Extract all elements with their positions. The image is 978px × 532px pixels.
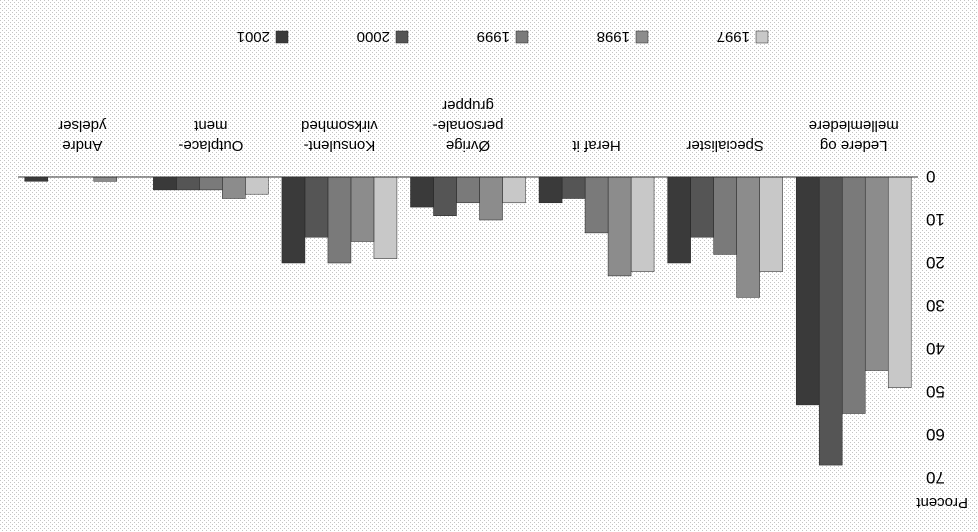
bar [584, 176, 609, 234]
bar [176, 176, 200, 191]
x-category-label: Konsulent- [304, 137, 376, 154]
legend: 1997 1998 1999 2000 2001 [237, 28, 769, 45]
bar [350, 176, 375, 242]
x-category-label: Ledere og [820, 137, 888, 154]
y-tick-label: 20 [926, 253, 945, 272]
legend-label: 1998 [597, 28, 630, 45]
bar [410, 176, 434, 208]
bar [561, 176, 586, 199]
x-category-label: Specialister [686, 137, 764, 154]
y-tick-label: 70 [926, 468, 945, 487]
bar [864, 176, 889, 371]
y-tick-label: 60 [926, 425, 945, 444]
x-category-label: grupper [442, 97, 494, 114]
bar [222, 176, 246, 199]
x-category-label: Øvrige [446, 137, 490, 154]
y-tick-label: 50 [926, 382, 945, 401]
bar [24, 176, 49, 182]
bar [713, 176, 737, 255]
bar [818, 176, 843, 466]
bar [607, 176, 632, 277]
bar [502, 176, 526, 204]
x-category-label: Heraf it [572, 137, 621, 154]
bar [630, 176, 655, 272]
bar [327, 176, 352, 264]
y-axis-ticks: 0 10 20 30 40 50 60 70 [926, 167, 945, 487]
y-tick-label: 0 [926, 167, 935, 186]
bar [433, 176, 457, 216]
legend-swatch [395, 30, 409, 44]
y-axis-label: Procent [915, 494, 968, 511]
legend-label: 2000 [357, 28, 390, 45]
legend-swatch [515, 30, 529, 44]
x-category-label: virksomhed [301, 117, 378, 134]
bar [736, 176, 760, 298]
bar [667, 176, 691, 264]
x-category-label: mellemledere [809, 117, 899, 134]
legend-label: 1999 [477, 28, 510, 45]
bar [199, 176, 223, 191]
legend-label: 2001 [237, 28, 270, 45]
bar [304, 176, 329, 238]
y-tick-label: 30 [926, 296, 945, 315]
bar [479, 176, 503, 221]
bar [795, 176, 820, 406]
legend-swatch [275, 30, 289, 44]
bar [690, 176, 714, 238]
bar [373, 176, 398, 259]
legend-label: 1997 [717, 28, 750, 45]
x-category-label: Outplace- [178, 137, 243, 154]
legend-swatch [755, 30, 769, 44]
bar [93, 176, 118, 182]
bar [245, 176, 269, 195]
x-category-label: personale- [433, 117, 504, 134]
bar [153, 176, 177, 191]
legend-swatch [635, 30, 649, 44]
x-category-label: ydelser [58, 117, 106, 134]
bar [456, 176, 480, 204]
bar [538, 176, 563, 204]
bar [281, 176, 306, 264]
bar [841, 176, 866, 414]
x-category-label: Andre [62, 137, 102, 154]
bar [887, 176, 912, 388]
y-tick-label: 10 [926, 210, 945, 229]
bar [759, 176, 783, 272]
bars [24, 176, 912, 466]
x-axis-categories: Ledere og mellemledere Specialister Heraf i… [58, 97, 899, 154]
y-tick-label: 40 [926, 339, 945, 358]
x-category-label: ment [193, 117, 227, 134]
chart-content: 0 10 20 30 40 50 60 70 Procent Ledere og melleml… [18, 28, 968, 511]
